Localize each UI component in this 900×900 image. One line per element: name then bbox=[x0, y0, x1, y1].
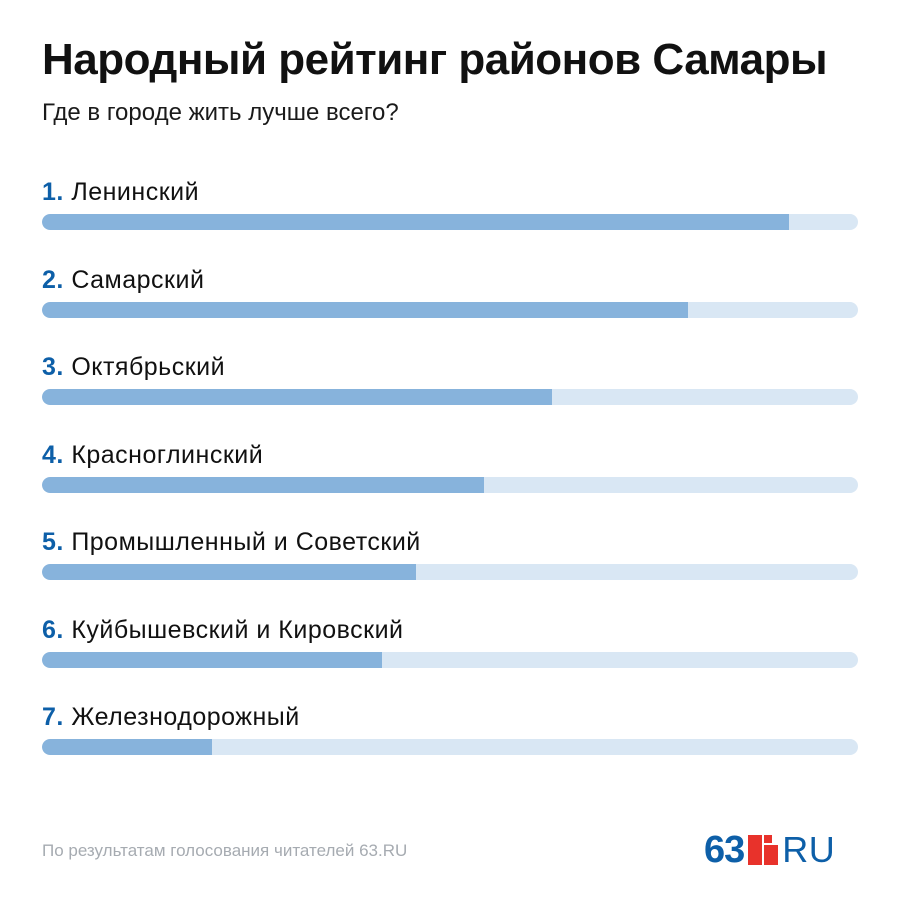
district-name: Промышленный и Советский bbox=[71, 528, 421, 556]
bar-label: 1. Ленинский bbox=[42, 176, 199, 208]
rank-number: 3. bbox=[42, 353, 64, 381]
brand-logo[interactable]: 63 RU bbox=[704, 828, 835, 872]
bar-row: 5. Промышленный и Советский bbox=[42, 526, 858, 596]
source-note: По результатам голосования читателей 63.… bbox=[42, 841, 408, 860]
bar-track bbox=[42, 301, 858, 318]
bar-row: 7. Железнодорожный bbox=[42, 701, 858, 771]
logo-number: 63 bbox=[704, 829, 745, 871]
rank-number: 2. bbox=[42, 265, 64, 294]
bar-label: 3. Октябрьский bbox=[42, 351, 225, 383]
district-name: Октябрьский bbox=[71, 353, 226, 381]
bar-label: 6. Куйбышевский и Кировский bbox=[42, 614, 404, 646]
district-name: Ленинский bbox=[71, 178, 200, 206]
bar-chart: 1. Ленинский 2. Самарский 3. Октябрьский 4.… bbox=[42, 0, 858, 900]
bar-fill bbox=[42, 389, 552, 405]
red-blocks-logo-icon bbox=[748, 835, 779, 865]
bar-row: 3. Октябрьский bbox=[42, 351, 858, 421]
page-subtitle: Где в городе жить лучше всего? bbox=[42, 99, 399, 126]
rank-number: 6. bbox=[42, 615, 64, 644]
bar-fill bbox=[42, 564, 416, 580]
district-name: Железнодорожный bbox=[71, 703, 300, 731]
rank-number: 5. bbox=[42, 528, 64, 556]
bar-track bbox=[42, 564, 858, 580]
bar-track bbox=[42, 739, 858, 755]
page-title: Народный рейтинг районов Самары bbox=[42, 35, 828, 84]
district-name: Самарский bbox=[71, 265, 205, 294]
bar-label: 5. Промышленный и Советский bbox=[42, 526, 421, 558]
bar-label: 2. Самарский bbox=[42, 264, 204, 296]
bar-fill bbox=[42, 301, 688, 318]
bar-label: 7. Железнодорожный bbox=[42, 701, 300, 733]
bar-fill bbox=[42, 651, 382, 668]
district-name: Красноглинский bbox=[71, 440, 264, 469]
bar-fill bbox=[42, 739, 212, 755]
bar-row: 2. Самарский bbox=[42, 264, 858, 334]
rank-number: 7. bbox=[42, 703, 64, 731]
rank-number: 4. bbox=[42, 440, 64, 469]
bar-row: 1. Ленинский bbox=[42, 176, 858, 246]
bar-track bbox=[42, 476, 858, 493]
bar-fill bbox=[42, 214, 789, 230]
bar-track bbox=[42, 651, 858, 668]
logo-domain: RU bbox=[782, 829, 836, 870]
bar-label: 4. Красноглинский bbox=[42, 439, 263, 471]
bar-track bbox=[42, 389, 858, 405]
district-name: Куйбышевский и Кировский bbox=[71, 615, 404, 644]
bar-row: 6. Куйбышевский и Кировский bbox=[42, 614, 858, 684]
bar-fill bbox=[42, 476, 484, 493]
bar-row: 4. Красноглинский bbox=[42, 439, 858, 509]
rank-number: 1. bbox=[42, 178, 64, 206]
bar-track bbox=[42, 214, 858, 230]
